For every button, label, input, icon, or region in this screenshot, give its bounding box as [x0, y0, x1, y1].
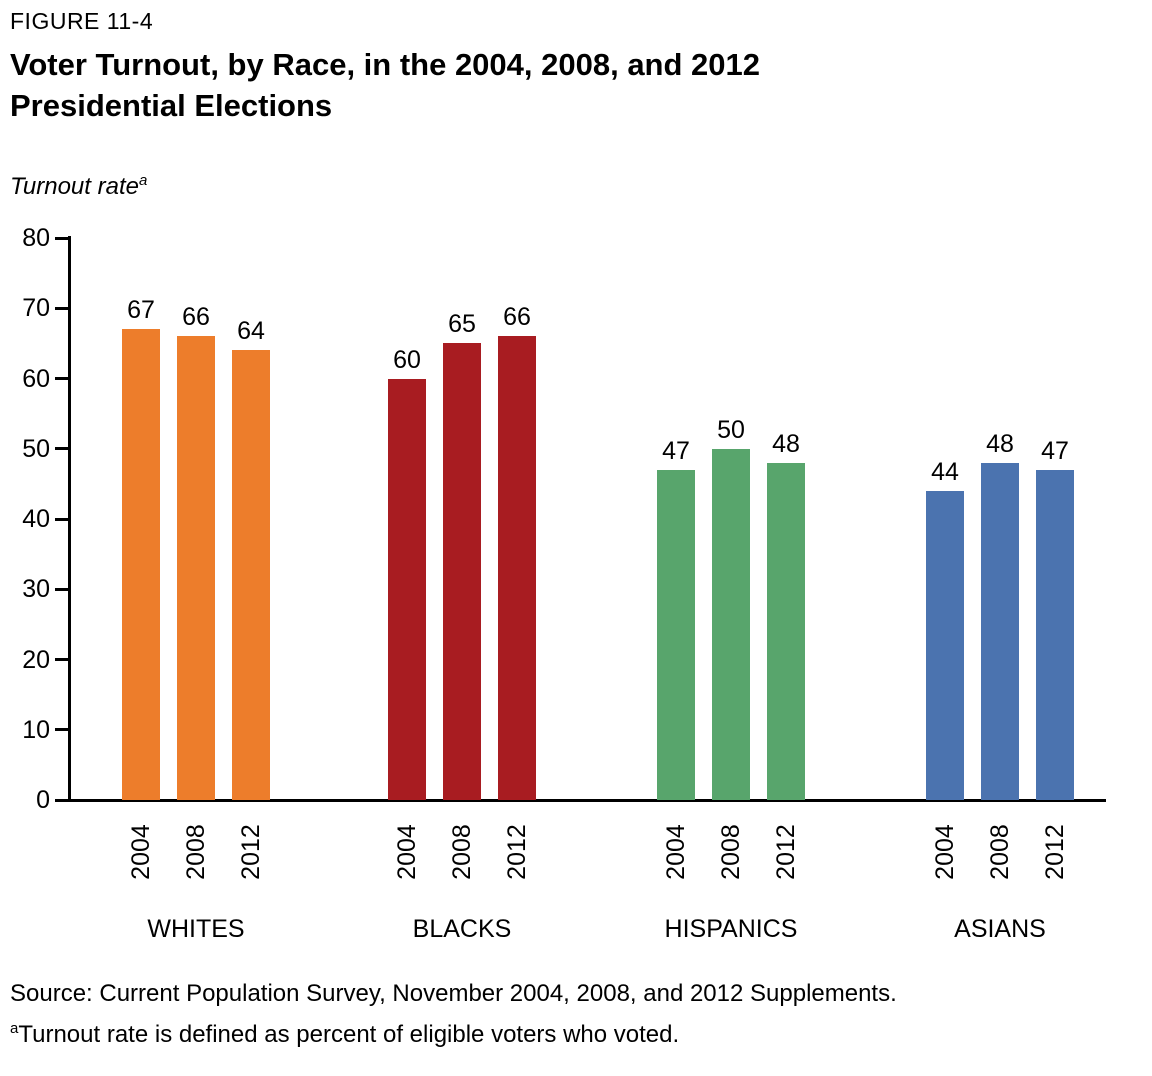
footnote-marker: a — [10, 1020, 19, 1037]
bar-year-label: 2012 — [1041, 824, 1069, 880]
source-note: Source: Current Population Survey, Novem… — [10, 980, 897, 1007]
figure-title: Voter Turnout, by Race, in the 2004, 200… — [10, 44, 760, 126]
y-tick-label: 80 — [22, 224, 50, 252]
y-axis-title-superscript: a — [138, 172, 148, 189]
bar-value-label: 66 — [503, 303, 531, 332]
y-tick-mark — [55, 447, 71, 451]
x-axis-line — [68, 799, 1106, 802]
bar-year-label: 2008 — [717, 824, 745, 880]
bar-blacks-2004 — [388, 378, 426, 800]
bar-blacks-2012 — [498, 336, 536, 800]
y-tick-mark — [55, 306, 71, 310]
bar-blacks-2008 — [443, 343, 481, 800]
bar-value-label: 50 — [717, 415, 745, 444]
bar-value-label: 48 — [772, 429, 800, 458]
y-tick-label: 60 — [22, 364, 50, 393]
bar-value-label: 47 — [662, 436, 690, 465]
bar-whites-2004 — [122, 329, 160, 800]
figure-title-line2: Presidential Elections — [10, 88, 333, 123]
figure-title-line1: Voter Turnout, by Race, in the 2004, 200… — [10, 47, 761, 82]
y-tick-label: 40 — [22, 505, 50, 533]
bar-year-label: 2004 — [393, 824, 421, 880]
y-tick-label: 30 — [22, 575, 50, 604]
y-tick-mark — [55, 587, 71, 591]
bar-value-label: 48 — [986, 429, 1014, 458]
bar-whites-2012 — [232, 350, 270, 800]
bar-asians-2012 — [1036, 469, 1074, 800]
group-label-asians: ASIANS — [954, 915, 1046, 943]
group-label-whites: WHITES — [147, 915, 245, 943]
grouped-bar-chart: 0 10 20 30 40 50 60 70 80 67 2004 66 2008 64 2012 WHITE… — [0, 224, 1152, 954]
y-tick-mark — [55, 658, 71, 661]
footnote: aTurnout rate is defined as percent of e… — [10, 1020, 679, 1049]
bar-hispanics-2012 — [767, 462, 805, 800]
bar-whites-2008 — [177, 336, 215, 800]
y-tick-mark — [55, 728, 71, 732]
y-tick-label: 10 — [22, 715, 50, 744]
bar-year-label: 2012 — [237, 824, 265, 880]
bar-asians-2004 — [926, 490, 964, 800]
bar-value-label: 44 — [931, 457, 959, 486]
bar-value-label: 67 — [127, 296, 155, 325]
bar-year-label: 2004 — [662, 824, 690, 880]
bar-value-label: 64 — [237, 317, 265, 346]
group-label-blacks: BLACKS — [412, 915, 512, 943]
y-tick-mark — [55, 377, 71, 380]
bar-asians-2008 — [981, 462, 1019, 800]
y-tick-mark — [55, 517, 71, 521]
bar-year-label: 2004 — [127, 824, 155, 880]
bar-hispanics-2004 — [657, 469, 695, 800]
figure-number-label: FIGURE 11-4 — [10, 8, 154, 34]
group-label-hispanics: HISPANICS — [664, 915, 798, 943]
bar-year-label: 2008 — [182, 824, 210, 880]
y-tick-label: 70 — [22, 294, 50, 323]
bar-value-label: 47 — [1041, 436, 1069, 465]
y-tick-label: 20 — [22, 645, 50, 674]
y-axis-title: Turnout ratea — [10, 172, 147, 201]
bar-value-label: 65 — [448, 310, 476, 339]
bar-year-label: 2012 — [503, 824, 531, 880]
bar-year-label: 2008 — [448, 824, 476, 880]
bar-year-label: 2012 — [772, 824, 800, 880]
bar-year-label: 2004 — [931, 824, 959, 880]
footnote-text: Turnout rate is defined as percent of el… — [18, 1021, 680, 1048]
y-tick-mark — [55, 236, 71, 240]
bar-value-label: 66 — [182, 303, 210, 332]
y-axis-title-text: Turnout rate — [10, 173, 139, 200]
bar-year-label: 2008 — [986, 824, 1014, 880]
y-tick-label: 0 — [36, 786, 50, 814]
y-tick-label: 50 — [22, 434, 50, 463]
y-tick-mark — [55, 798, 71, 802]
bar-value-label: 60 — [393, 345, 421, 374]
bar-hispanics-2008 — [712, 448, 750, 800]
